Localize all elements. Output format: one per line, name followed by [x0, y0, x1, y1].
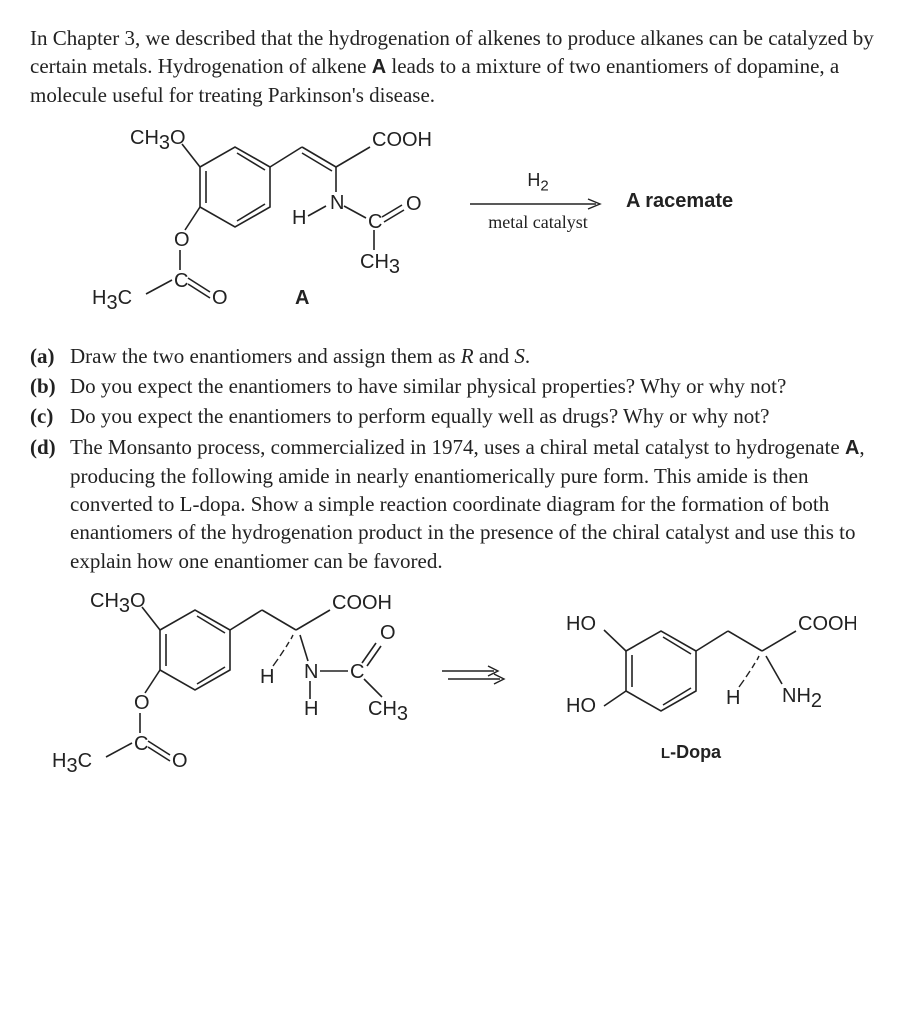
l-dopa-label: L-Dopa	[526, 740, 856, 764]
svg-text:O: O	[134, 692, 150, 714]
svg-text:O: O	[380, 622, 396, 644]
qa-text: Draw the two enantiomers and assign them…	[70, 342, 876, 370]
arrow-icon	[468, 197, 608, 211]
qc-text: Do you expect the enantiomers to perform…	[70, 402, 876, 430]
svg-text:O: O	[212, 287, 228, 309]
qa-label: (a)	[30, 342, 70, 370]
double-arrow-icon	[438, 664, 508, 706]
question-list: (a) Draw the two enantiomers and assign …	[30, 342, 876, 575]
svg-text:C: C	[174, 270, 188, 292]
svg-text:H: H	[260, 666, 274, 688]
qb-text: Do you expect the enantiomers to have si…	[70, 372, 876, 400]
svg-text:HO: HO	[566, 613, 596, 635]
svg-text:COOH: COOH	[372, 129, 432, 151]
svg-text:O: O	[174, 229, 190, 251]
svg-text:CH3: CH3	[368, 698, 408, 725]
intro-paragraph: In Chapter 3, we described that the hydr…	[30, 24, 876, 110]
svg-text:N: N	[330, 192, 344, 214]
reaction-arrow-1: H2 metal catalyst	[468, 171, 608, 273]
question-d: (d) The Monsanto process, commercialized…	[30, 433, 876, 575]
svg-text:H: H	[304, 698, 318, 720]
qb-label: (b)	[30, 372, 70, 400]
l-dopa-molecule: HO HO COOH H NH2	[526, 606, 856, 736]
qc-label: (c)	[30, 402, 70, 430]
svg-text:C: C	[350, 661, 364, 683]
qd-text: The Monsanto process, commercialized in …	[70, 433, 876, 575]
svg-text:H3C: H3C	[52, 750, 92, 777]
question-c: (c) Do you expect the enantiomers to per…	[30, 402, 876, 430]
svg-text:COOH: COOH	[332, 592, 392, 614]
qd-label: (d)	[30, 433, 70, 575]
arrow-top-label: H2	[527, 171, 548, 195]
svg-text:H: H	[726, 687, 740, 709]
svg-text:COOH: COOH	[798, 613, 856, 635]
svg-text:H: H	[292, 207, 306, 229]
racemate-label: A racemate	[626, 188, 733, 255]
amide-product: CH3O O C H3C O COOH H	[50, 585, 420, 785]
svg-text:HO: HO	[566, 695, 596, 717]
svg-text:A: A	[295, 287, 309, 309]
svg-text:C: C	[368, 211, 382, 233]
svg-text:O: O	[172, 750, 188, 772]
alkene-A: A	[372, 56, 386, 78]
svg-text:CH3O: CH3O	[130, 127, 186, 154]
svg-text:C: C	[134, 733, 148, 755]
question-a: (a) Draw the two enantiomers and assign …	[30, 342, 876, 370]
molecule-A: CH3O O C H3C O COOH N H C	[70, 122, 450, 322]
svg-text:CH3O: CH3O	[90, 590, 146, 617]
svg-text:H3C: H3C	[92, 287, 132, 314]
svg-text:N: N	[304, 661, 318, 683]
svg-text:CH3: CH3	[360, 251, 400, 278]
question-b: (b) Do you expect the enantiomers to hav…	[30, 372, 876, 400]
reaction-scheme-2: CH3O O C H3C O COOH H	[50, 585, 876, 785]
svg-text:NH2: NH2	[782, 685, 822, 712]
l-dopa-block: HO HO COOH H NH2	[526, 606, 856, 764]
svg-text:O: O	[406, 193, 422, 215]
reaction-scheme-1: CH3O O C H3C O COOH N H C	[70, 122, 876, 322]
arrow-bottom-label: metal catalyst	[488, 213, 587, 233]
